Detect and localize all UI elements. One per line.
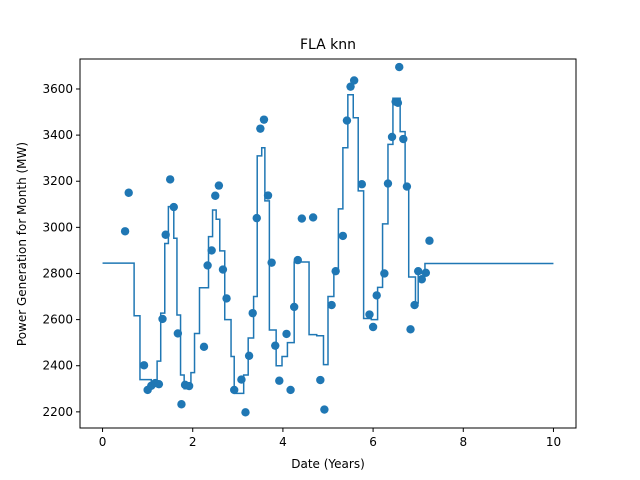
y-axis-title: Power Generation for Month (MW) bbox=[15, 142, 29, 346]
y-tick-label: 2600 bbox=[42, 313, 73, 327]
scatter-point bbox=[271, 341, 280, 350]
scatter-point bbox=[346, 82, 355, 91]
scatter-point bbox=[421, 268, 431, 277]
scatter-point bbox=[417, 275, 426, 284]
scatter-point bbox=[413, 266, 423, 276]
x-tick-label: 8 bbox=[459, 435, 467, 449]
scatter-point bbox=[308, 213, 318, 222]
scatter-point bbox=[154, 379, 164, 389]
y-tick-label: 3000 bbox=[42, 220, 73, 234]
scatter-point bbox=[410, 300, 419, 310]
scatter-point bbox=[222, 294, 231, 303]
scatter-point bbox=[259, 115, 269, 124]
scatter-point bbox=[169, 202, 178, 212]
scatter-point bbox=[406, 325, 415, 334]
scatter-point bbox=[120, 227, 130, 236]
y-tick-label: 3400 bbox=[42, 128, 73, 142]
x-tick-label: 2 bbox=[189, 435, 197, 449]
scatter-point bbox=[338, 231, 348, 241]
x-tick-label: 0 bbox=[99, 435, 107, 449]
scatter-point bbox=[244, 351, 254, 361]
scatter-point bbox=[282, 329, 291, 339]
scatter-point bbox=[297, 214, 307, 223]
plot-area bbox=[102, 62, 554, 417]
axes: 0 2 4 6 8 10 2200 2400 2600 2800 3000 3200 3400 3600 bbox=[42, 58, 577, 449]
y-tick-label: 2200 bbox=[42, 405, 73, 419]
scatter-point bbox=[275, 376, 284, 385]
scatter-point bbox=[395, 62, 404, 72]
y-tick-label: 2800 bbox=[42, 266, 73, 280]
scatter-point bbox=[263, 191, 273, 200]
scatter-point bbox=[368, 322, 378, 332]
scatter-point bbox=[237, 375, 246, 384]
scatter-point bbox=[214, 181, 224, 190]
scatter-point bbox=[267, 258, 276, 267]
scatter-point bbox=[331, 266, 340, 276]
plot-marks bbox=[102, 62, 554, 417]
scatter-point bbox=[218, 265, 228, 274]
scatter-point bbox=[161, 230, 170, 239]
scatter-point bbox=[372, 291, 381, 300]
scatter-point bbox=[248, 308, 257, 318]
scatter-point bbox=[342, 116, 352, 125]
scatter-point bbox=[327, 300, 336, 310]
scatter-point bbox=[399, 134, 408, 144]
x-tick-label: 4 bbox=[279, 435, 287, 449]
scatter-point bbox=[241, 408, 250, 417]
x-tick-label: 6 bbox=[369, 435, 377, 449]
scatter-point bbox=[320, 405, 329, 414]
x-axis-title: Date (Years) bbox=[291, 457, 365, 471]
scatter-point bbox=[387, 132, 397, 142]
scatter-point bbox=[293, 255, 302, 265]
scatter-point bbox=[177, 400, 186, 409]
scatter-point bbox=[203, 261, 212, 270]
scatter-point bbox=[402, 182, 412, 191]
y-tick-label: 3200 bbox=[42, 174, 73, 188]
scatter-point bbox=[230, 385, 239, 395]
scatter-point bbox=[383, 179, 393, 188]
scatter-point bbox=[252, 213, 261, 223]
scatter-point bbox=[139, 361, 149, 370]
scatter-point bbox=[199, 342, 209, 352]
axes-frame bbox=[79, 58, 577, 429]
scatter-point bbox=[165, 175, 175, 184]
x-tick-label: 10 bbox=[546, 435, 561, 449]
scatter-point bbox=[207, 246, 216, 255]
scatter-point bbox=[256, 124, 265, 133]
scatter-point bbox=[211, 191, 220, 200]
scatter-point bbox=[286, 385, 295, 395]
scatter-point bbox=[184, 381, 194, 391]
scatter-point bbox=[425, 236, 434, 245]
scatter-point bbox=[393, 98, 403, 108]
scatter-point bbox=[173, 329, 183, 338]
chart-title: FLA knn bbox=[300, 37, 356, 53]
scatter-point bbox=[365, 310, 374, 319]
scatter-point bbox=[380, 269, 389, 278]
scatter-point bbox=[349, 76, 359, 85]
scatter-point bbox=[158, 314, 167, 324]
y-tick-label: 3600 bbox=[42, 82, 73, 96]
y-tick-label: 2400 bbox=[42, 359, 73, 373]
scatter-point bbox=[124, 188, 133, 197]
scatter-point bbox=[357, 180, 367, 189]
scatter-point bbox=[316, 375, 325, 385]
scatter-point bbox=[289, 302, 299, 312]
